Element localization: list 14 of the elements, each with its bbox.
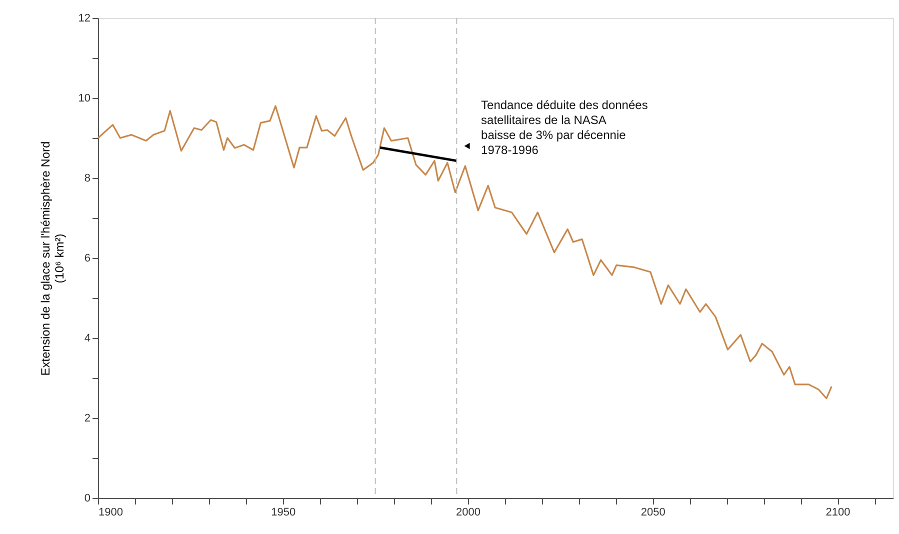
annotation: Tendance déduite des données satellitaires de la NASA baisse de 3% par décennie 1978-1996 <box>481 98 648 157</box>
y-tick-label: 6 <box>84 252 90 264</box>
x-tick-label: 2050 <box>640 506 666 518</box>
y-tick-label: 10 <box>78 92 90 104</box>
x-tick-label: 1900 <box>98 506 123 518</box>
y-tick-label: 12 <box>78 12 90 24</box>
y-axis-title: Extension de la glace sur l'hémisphère Nord (10⁶ km²) <box>38 141 66 376</box>
y-tick-label: 0 <box>84 492 90 504</box>
x-tick-label: 2100 <box>826 506 850 518</box>
x-tick-label: 1950 <box>271 506 296 518</box>
y-tick-label: 8 <box>84 172 90 184</box>
x-tick-label: 2000 <box>456 506 481 518</box>
y-tick-label: 4 <box>84 332 90 344</box>
y-tick-label: 2 <box>84 412 90 424</box>
